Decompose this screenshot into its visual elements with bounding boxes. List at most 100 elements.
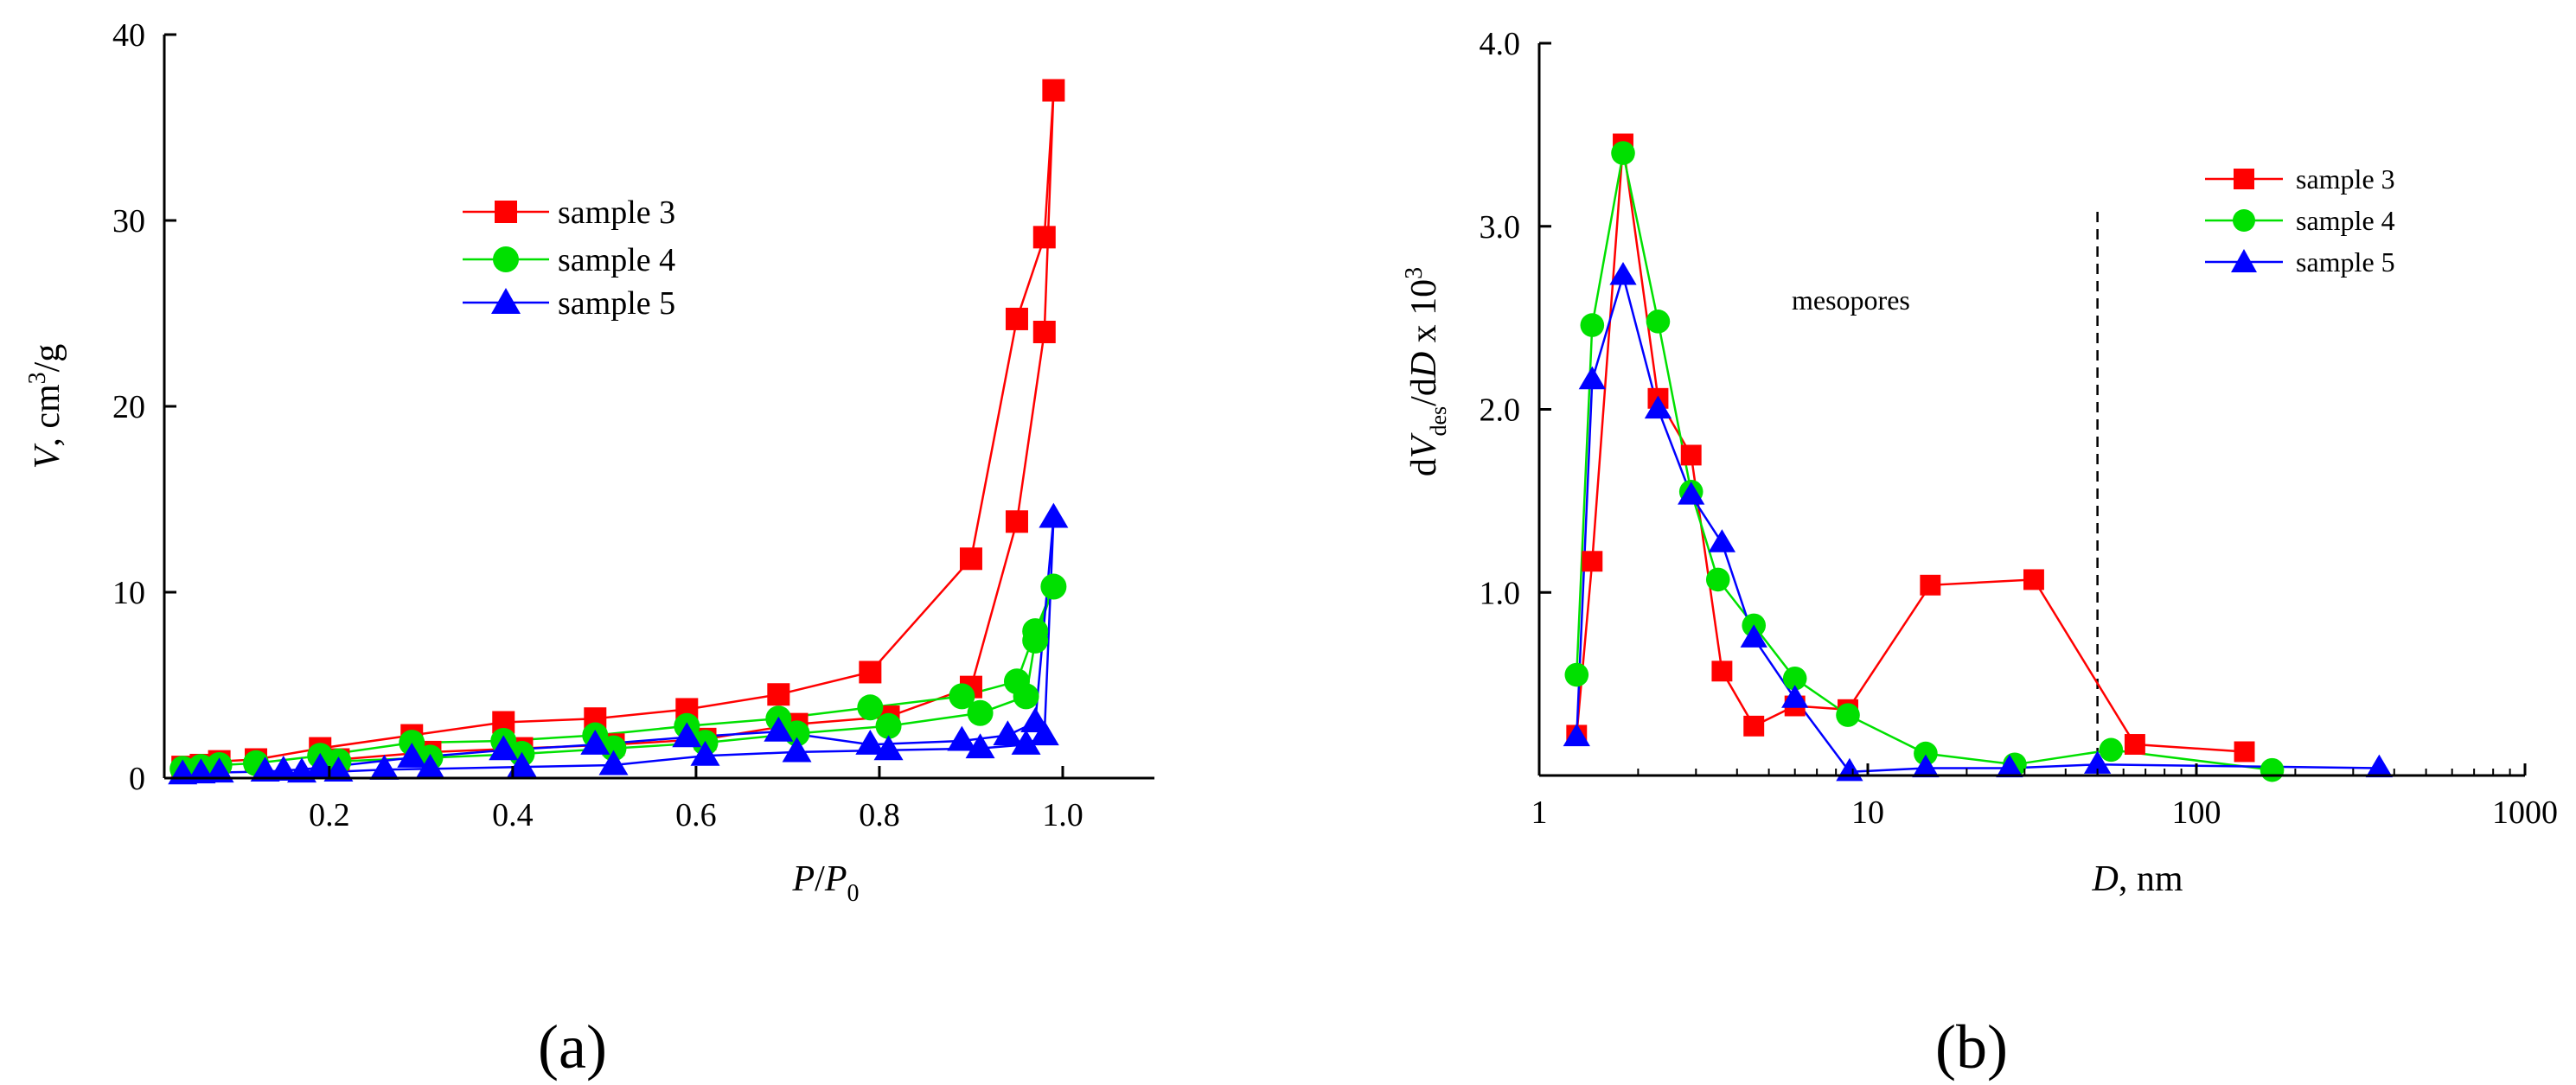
chart-a-point-series-2 (1029, 720, 1059, 746)
chart-a-x-tick-label: 0.4 (492, 797, 534, 833)
chart-a-y-tick-label: 20 (112, 389, 145, 425)
chart-a-x-tick-label: 0.8 (859, 797, 900, 833)
chart-a-point-series-0 (1005, 307, 1028, 330)
chart-a-point-series-2 (598, 750, 629, 775)
chart-b-point-series-2 (1912, 754, 1940, 778)
chart-b-y-tick-label: 4.0 (1480, 26, 1521, 62)
chart-b-x-tick-label: 1000 (2492, 795, 2558, 831)
chart-a-point-series-2 (323, 756, 354, 782)
chart-b-point-series-2 (2365, 754, 2394, 778)
chart-b-y-tick-label: 1.0 (1480, 575, 1521, 611)
chart-b-point-series-2 (1609, 261, 1637, 285)
chart-b-point-series-2 (1678, 482, 1705, 505)
chart-b-tick-labels: 1 10 100 1000 1.0 2.0 3.0 4.0 (1480, 26, 2559, 831)
chart-a-point-series-0 (859, 661, 882, 684)
chart-a-x-tick-label: 0.2 (309, 797, 350, 833)
chart-a-point-series-2 (369, 754, 400, 780)
chart-a-point-series-2 (993, 720, 1023, 746)
chart-a-y-label: V, cm3/g (24, 344, 67, 469)
chart-b-y-label: dVdes/dD x 103 (1401, 267, 1451, 476)
chart-a-point-series-0 (1032, 226, 1056, 249)
chart-b-point-series-2 (1740, 624, 1767, 648)
legend-a-sample-4: sample 4 (463, 242, 675, 278)
chart-a-point-series-2 (397, 743, 427, 768)
chart-b: 1 10 100 1000 1.0 2.0 3.0 4.0 dVdes/dD x 103 D,… (1401, 26, 2558, 1082)
chart-b-x-label: D, nm (2091, 859, 2183, 899)
chart-b-axes (1537, 43, 2525, 777)
chart-b-point-series-0 (2124, 734, 2145, 755)
chart-a-point-series-2 (965, 733, 995, 759)
chart-a-point-series-1 (857, 694, 884, 721)
legend-b-sample-3: sample 3 (2205, 163, 2395, 195)
chart-a-tick-labels: 0.2 0.4 0.6 0.8 1.0 0 10 20 30 40 (112, 17, 1083, 833)
legend-b-sample-5-label: sample 5 (2296, 246, 2395, 278)
chart-a-point-series-2 (415, 753, 445, 779)
chart-b-point-series-1 (1646, 310, 1671, 334)
panel-label-b: (b) (1935, 1012, 2008, 1082)
chart-a-y-tick-label: 10 (112, 575, 145, 611)
chart-b-legend: sample 3 sample 4 sample 5 (2205, 163, 2395, 278)
chart-a-point-series-2 (507, 751, 537, 777)
chart-b-point-series-1 (1705, 567, 1730, 592)
legend-a-sample-3: sample 3 (463, 195, 675, 231)
chart-a-point-series-2 (268, 756, 298, 781)
chart-b-point-series-1 (1914, 741, 1938, 766)
chart-b-series (1563, 133, 2394, 782)
chart-b-ticks (1537, 41, 2527, 775)
chart-b-point-series-1 (1836, 703, 1860, 727)
chart-a-point-series-2 (690, 740, 720, 766)
chart-b-point-series-1 (2099, 737, 2124, 763)
legend-b-sample-4-label: sample 4 (2296, 205, 2395, 236)
chart-b-annotation-mesopores: mesopores (1792, 284, 1910, 316)
chart-b-series-line-2 (1576, 271, 2380, 774)
chart-b-point-series-0 (1680, 444, 1702, 466)
chart-a-ticks (164, 33, 1064, 780)
chart-a-x-label: P/P0 (792, 859, 860, 907)
chart-a-point-series-0 (767, 683, 790, 706)
chart-b-point-series-2 (1644, 395, 1672, 419)
chart-a-point-series-0 (1032, 321, 1056, 343)
chart-a-point-series-0 (1042, 79, 1065, 102)
chart-a-y-tick-label: 40 (112, 17, 145, 54)
chart-a-legend: sample 3 sample 4 sample 5 (463, 195, 675, 322)
chart-a-x-tick-label: 0.6 (675, 797, 717, 833)
chart-a-series (168, 79, 1069, 785)
chart-a-series-line-0 (182, 90, 1055, 769)
chart-b-point-series-2 (1836, 757, 1863, 782)
chart-a-point-series-2 (672, 722, 702, 748)
chart-b-series-line-0 (1576, 144, 2245, 753)
chart-b-point-series-2 (2083, 750, 2112, 774)
chart-b-point-series-1 (1564, 662, 1589, 687)
chart-b-x-tick-label: 10 (1851, 795, 1884, 831)
chart-a-point-series-2 (782, 737, 812, 763)
chart-b-point-series-0 (1711, 661, 1733, 682)
chart-b-point-series-0 (1920, 574, 1941, 596)
chart-b-y-tick-label: 3.0 (1480, 209, 1521, 246)
chart-b-x-tick-label: 1 (1531, 795, 1548, 831)
chart-b-point-series-2 (1708, 529, 1736, 552)
chart-b-point-series-2 (1781, 685, 1809, 708)
chart-a-point-series-1 (1040, 573, 1067, 600)
chart-a-y-tick-label: 30 (112, 203, 145, 239)
chart-b-point-series-0 (2234, 741, 2255, 763)
chart-a-point-series-2 (1011, 729, 1041, 755)
chart-b-point-series-0 (2023, 569, 2044, 590)
chart-a-point-series-2 (204, 757, 234, 783)
chart-b-point-series-2 (1578, 366, 1606, 390)
legend-b-sample-3-label: sample 3 (2296, 163, 2395, 195)
chart-b-point-series-1 (1611, 141, 1635, 165)
chart-a-point-series-2 (580, 729, 610, 755)
chart-a-point-series-2 (947, 725, 977, 751)
chart-a-point-series-1 (949, 683, 975, 710)
legend-a-sample-5-label: sample 5 (558, 285, 675, 322)
chart-b-point-series-2 (1563, 723, 1590, 747)
chart-b-point-series-1 (2260, 757, 2285, 782)
chart-a-point-series-2 (489, 735, 519, 761)
chart-a: 0.2 0.4 0.6 0.8 1.0 0 10 20 30 40 V, cm3/g P/P0 s… (24, 17, 1154, 1082)
chart-b-point-series-0 (1743, 715, 1765, 737)
chart-a-x-tick-label: 1.0 (1042, 797, 1083, 833)
legend-a-sample-3-label: sample 3 (558, 195, 675, 231)
chart-a-point-series-2 (764, 716, 794, 742)
chart-b-point-series-1 (1580, 313, 1605, 337)
